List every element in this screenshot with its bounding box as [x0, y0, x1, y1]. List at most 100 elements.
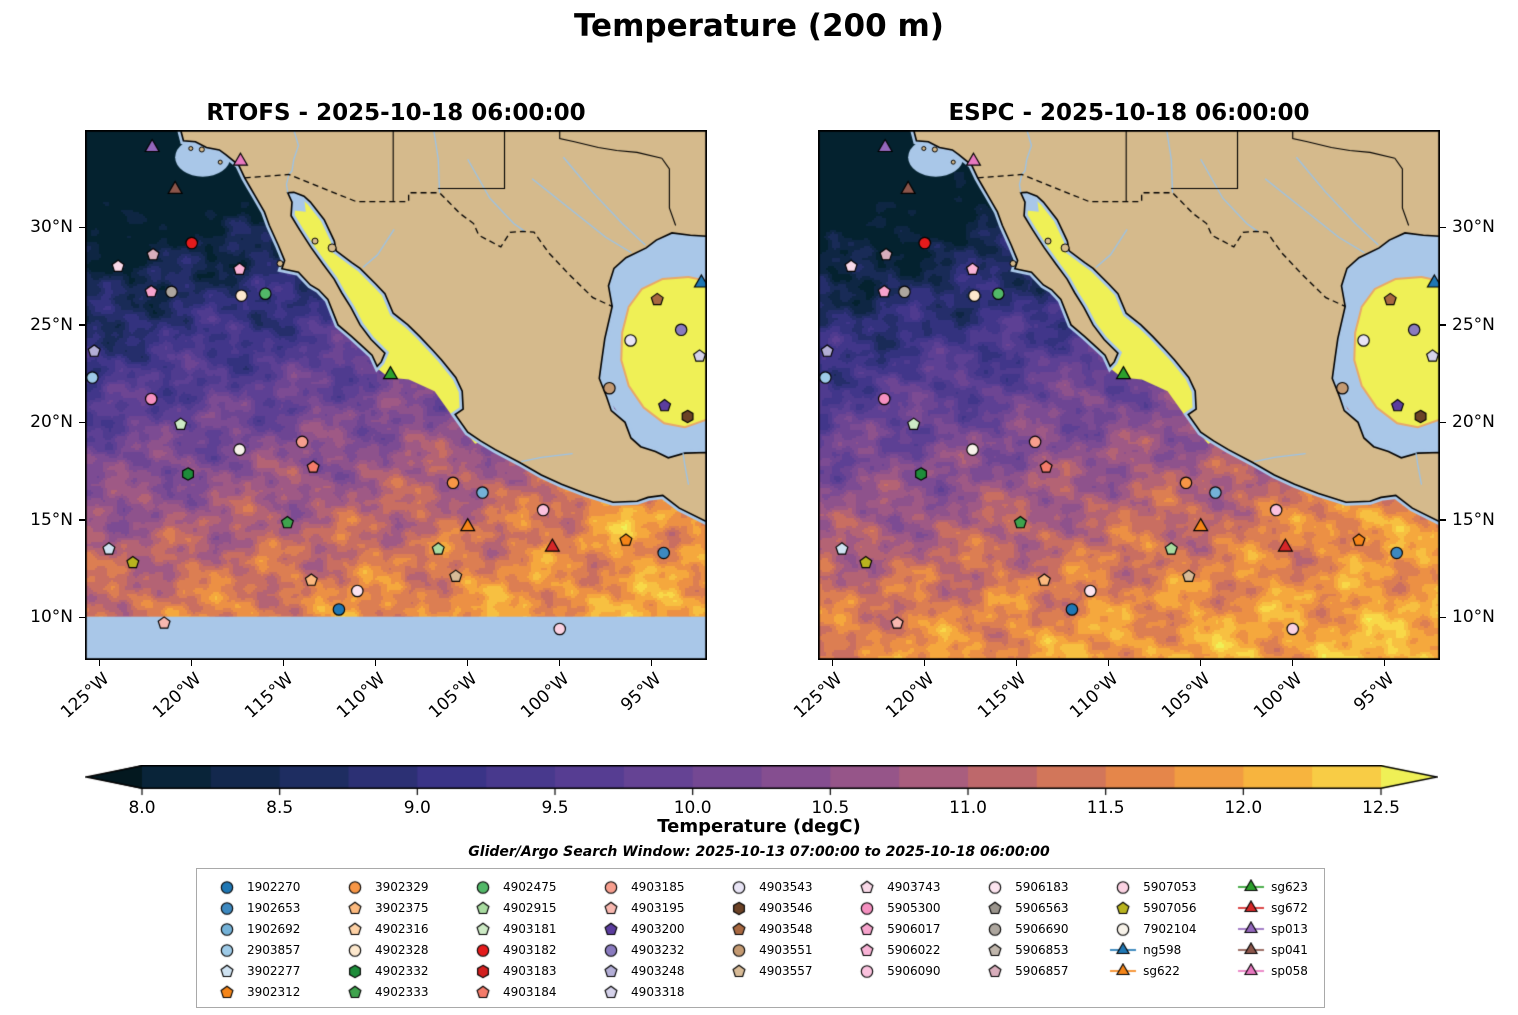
legend-item: 4903182 — [469, 939, 556, 960]
colorbar-tick-label: 10.0 — [673, 798, 712, 818]
legend-item-label: 4903232 — [631, 942, 685, 957]
legend-item: 4903185 — [597, 876, 685, 897]
triangle-marker-icon — [1237, 962, 1266, 979]
legend-column: 4903543 4903546 4903548 4903551 4903557 — [725, 876, 813, 981]
triangle-marker-icon — [1237, 899, 1266, 916]
pentagon-marker-icon — [1109, 899, 1138, 916]
legend-item: 4903551 — [725, 939, 813, 960]
legend-item: 5906690 — [981, 918, 1069, 939]
y-tickmark — [79, 226, 85, 229]
circle-marker-icon — [1109, 878, 1138, 895]
colorbar-tick-label: 9.0 — [403, 798, 431, 818]
x-tick-label: 115°W — [240, 669, 298, 723]
y-tickmark — [1440, 616, 1446, 618]
circle-marker-icon — [597, 878, 626, 895]
hexagon-marker-icon — [725, 899, 754, 916]
x-tick-label: 100°W — [516, 669, 574, 723]
legend-item: ng598 — [1109, 939, 1196, 960]
legend-item-label: 4903548 — [759, 921, 813, 936]
colorbar-label: Temperature (degC) — [657, 816, 861, 837]
pentagon-marker-icon — [597, 899, 626, 916]
x-tickmark — [1291, 660, 1294, 666]
circle-marker-icon — [469, 878, 498, 895]
y-tick-label: 25°N — [1452, 314, 1495, 335]
pentagon-marker-icon — [597, 962, 626, 979]
legend-item-label: 4903557 — [759, 963, 813, 978]
circle-marker-icon — [213, 878, 241, 895]
legend-item-label: 5906690 — [1015, 921, 1069, 936]
x-tickmark — [558, 660, 561, 666]
legend-item-label: 1902270 — [247, 879, 301, 894]
y-tickmark — [1440, 421, 1446, 424]
y-tickmark — [1440, 324, 1446, 326]
legend-item-label: 5907056 — [1143, 900, 1197, 915]
legend-item: 2903857 — [213, 939, 300, 960]
triangle-marker-icon — [1109, 941, 1138, 958]
legend-item: sp041 — [1237, 939, 1308, 960]
colorbar-tick-label: 12.5 — [1362, 798, 1400, 818]
legend-item-label: 3902375 — [375, 900, 429, 915]
legend-item: 5905300 — [853, 897, 941, 918]
pentagon-marker-icon — [213, 983, 241, 1000]
legend-item: 4903546 — [725, 897, 813, 918]
pentagon-marker-icon — [853, 941, 882, 958]
x-tickmark — [466, 660, 469, 666]
legend-item: 5906022 — [853, 939, 941, 960]
y-tick-label: 25°N — [30, 314, 73, 335]
pentagon-marker-icon — [341, 920, 370, 937]
legend-column: 4903185 4903195 4903200 4903232 4903248 49033… — [597, 876, 685, 1002]
colorbar: 8.0 8.5 9.0 9.5 10.0 10.5 11.0 11.5 12.0 12.5 — [85, 765, 1438, 818]
pentagon-marker-icon — [853, 920, 882, 937]
x-tick-label: 110°W — [1065, 669, 1123, 723]
legend-item-label: 4902333 — [375, 984, 429, 999]
legend: 1902270 1902653 1902692 2903857 3902277 39023… — [196, 868, 1325, 1008]
legend-item-label: 4903185 — [631, 879, 685, 894]
x-tickmark — [190, 660, 193, 666]
colorbar-tick-label: 11.5 — [1086, 798, 1125, 818]
legend-item: 4903195 — [597, 897, 685, 918]
legend-item-label: sp058 — [1271, 963, 1308, 978]
x-tick-label: 110°W — [332, 669, 390, 723]
figure-title: Temperature (200 m) — [574, 8, 944, 44]
hexagon-marker-icon — [341, 962, 370, 979]
colorbar-tick-label: 8.5 — [266, 798, 294, 818]
x-tick-label: 120°W — [148, 669, 206, 723]
legend-column: 5907053 5907056 7902104 ng598 sg622 — [1109, 876, 1197, 981]
circle-marker-icon — [597, 941, 626, 958]
legend-item: sg672 — [1237, 897, 1308, 918]
legend-item-label: 4903183 — [503, 963, 557, 978]
pentagon-marker-icon — [341, 899, 370, 916]
circle-marker-icon — [469, 941, 498, 958]
circle-marker-icon — [853, 962, 882, 979]
circle-marker-icon — [853, 899, 882, 916]
legend-item-label: 4902328 — [375, 942, 429, 957]
x-tick-label: 95°W — [616, 669, 666, 716]
legend-item: 5906090 — [853, 960, 941, 981]
legend-item-label: 4903200 — [631, 921, 685, 936]
legend-item-label: 4903195 — [631, 900, 685, 915]
search-window-note: Glider/Argo Search Window: 2025-10-13 07… — [468, 844, 1050, 860]
legend-item: 4903557 — [725, 960, 813, 981]
pentagon-marker-icon — [725, 920, 754, 937]
legend-item-label: 3902277 — [247, 963, 301, 978]
rtofs-map-canvas — [85, 130, 707, 660]
y-tickmark — [79, 519, 85, 521]
hexagon-marker-icon — [469, 962, 498, 979]
legend-item: sp013 — [1237, 918, 1308, 939]
legend-item-label: 4902475 — [503, 879, 557, 894]
legend-item-label: 5906857 — [1015, 963, 1069, 978]
legend-item: 3902329 — [341, 876, 428, 897]
legend-item: 4902915 — [469, 897, 556, 918]
legend-item: 4903181 — [469, 918, 556, 939]
colorbar-tick-label: 9.5 — [541, 798, 569, 818]
circle-marker-icon — [981, 920, 1010, 937]
legend-item: 4903318 — [597, 981, 685, 1002]
triangle-marker-icon — [1109, 962, 1138, 979]
legend-item: 1902692 — [213, 918, 300, 939]
triangle-marker-icon — [1237, 941, 1266, 958]
legend-item: 5906017 — [853, 918, 941, 939]
legend-item: 4903543 — [725, 876, 813, 897]
legend-item: 4902328 — [341, 939, 428, 960]
legend-item-label: 5907053 — [1143, 879, 1197, 894]
legend-item: 1902270 — [213, 876, 300, 897]
